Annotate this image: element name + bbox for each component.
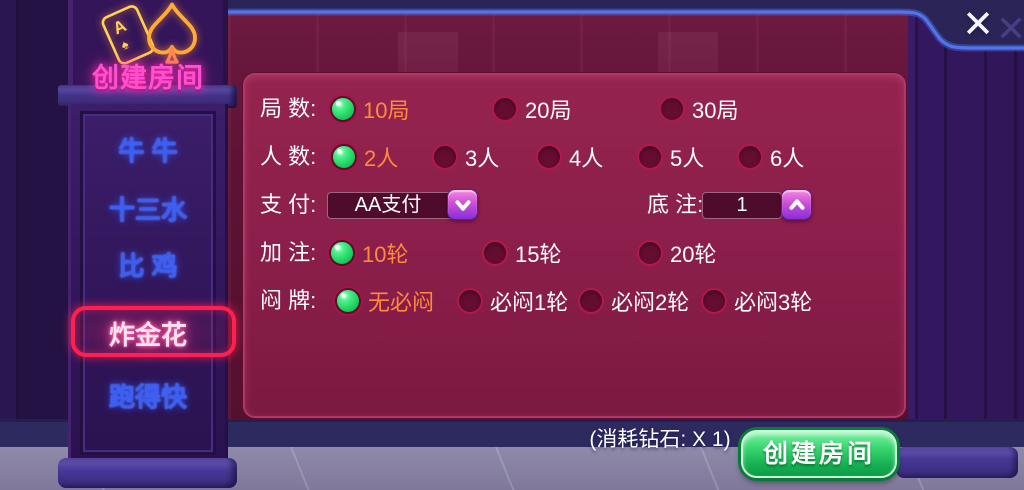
top-edge-decoration [228,0,1024,52]
option-label: 15轮 [515,242,562,267]
option-blind-3[interactable]: 必闷3轮 [701,277,812,325]
right-pillar-base [896,447,1018,478]
base-bet-increase-button[interactable] [781,189,812,220]
radio-icon [492,96,518,122]
base-bet-label: 底 注: [647,192,704,217]
card-suit-icon: ♠ [118,36,130,53]
right-pillar [908,12,1024,448]
option-label: 必闷1轮 [490,290,569,315]
sidebar [68,104,228,462]
rounds-label: 局 数: [260,96,317,121]
blind-label: 闷 牌: [260,288,317,313]
radio-icon [737,144,763,170]
option-players-3[interactable]: 3人 [432,133,499,181]
radio-icon [659,96,685,122]
settings-panel: 局 数: 10局 20局 30局 人 数: 2人 3人 [243,73,906,418]
chevron-down-icon [454,199,471,211]
option-blind-none[interactable]: 无必闷 [335,277,434,325]
sidebar-item-niuniu[interactable]: 牛 牛 [118,136,178,166]
radio-selected-icon [335,288,361,314]
radio-icon [482,240,508,266]
sidebar-base [58,458,237,488]
radio-icon [578,288,604,314]
option-players-5[interactable]: 5人 [637,133,704,181]
option-label: 30局 [692,98,739,123]
option-label: 必闷3轮 [734,290,813,315]
radio-icon [701,288,727,314]
radio-icon [457,288,483,314]
option-blind-2[interactable]: 必闷2轮 [578,277,689,325]
radio-icon [637,144,663,170]
radio-icon [536,144,562,170]
sidebar-frame [83,114,213,452]
option-label: 20局 [525,98,572,123]
payment-label: 支 付: [260,192,317,217]
option-raise-20[interactable]: 20轮 [637,229,716,277]
option-players-2[interactable]: 2人 [331,133,398,181]
option-label: 2人 [364,146,399,171]
option-label: 6人 [770,146,805,171]
spade-icon [147,2,197,64]
sidebar-ledge [58,85,237,106]
base-bet-field[interactable]: 1 [702,192,782,219]
radio-selected-icon [331,144,357,170]
raise-label: 加 注: [260,240,317,265]
sidebar-header-panel [68,0,228,92]
close-shadow-icon: ✕ [996,8,1024,49]
row-payment: 支 付: AA支付 底 注: 1 [245,181,904,229]
sidebar-item-biji[interactable]: 比 鸡 [118,251,178,281]
active-item-highlight [71,306,236,357]
option-label: 5人 [670,146,705,171]
option-label: 3人 [465,146,500,171]
left-wall [0,0,68,447]
option-players-4[interactable]: 4人 [536,133,603,181]
sidebar-title: 创建房间 [92,63,204,93]
option-label: 4人 [569,146,604,171]
sidebar-item-shisanshui[interactable]: 十三水 [108,195,187,225]
sidebar-item-paodekuai[interactable]: 跑得快 [108,382,187,412]
option-label: 20轮 [670,242,717,267]
row-rounds: 局 数: 10局 20局 30局 [245,85,904,133]
create-room-button[interactable]: 创建房间 [741,430,897,478]
option-raise-15[interactable]: 15轮 [482,229,561,277]
option-label: 无必闷 [368,290,435,315]
option-rounds-20[interactable]: 20局 [492,85,571,133]
row-blind: 闷 牌: 无必闷 必闷1轮 必闷2轮 必闷3轮 [245,277,904,325]
radio-icon [432,144,458,170]
radio-icon [637,240,663,266]
sidebar-item-zhajinhua[interactable]: 炸金花 [108,320,187,350]
chevron-up-icon [788,198,805,210]
option-label: 10局 [363,98,410,123]
row-players: 人 数: 2人 3人 4人 5人 6人 [245,133,904,181]
payment-dropdown-button[interactable] [447,189,478,220]
option-rounds-10[interactable]: 10局 [330,85,409,133]
option-players-6[interactable]: 6人 [737,133,804,181]
option-label: 10轮 [362,242,409,267]
option-rounds-30[interactable]: 30局 [659,85,738,133]
radio-selected-icon [329,240,355,266]
cards-logo-icon: A ♠ [101,2,197,65]
diamond-cost-text: (消耗钻石: X 1) [589,428,731,451]
radio-selected-icon [330,96,356,122]
option-blind-1[interactable]: 必闷1轮 [457,277,568,325]
row-raise: 加 注: 10轮 15轮 20轮 [245,229,904,277]
players-label: 人 数: [260,144,317,169]
card-letter: A [110,16,129,38]
close-button[interactable]: ✕ [962,4,994,46]
option-label: 必闷2轮 [611,290,690,315]
option-raise-10[interactable]: 10轮 [329,229,408,277]
